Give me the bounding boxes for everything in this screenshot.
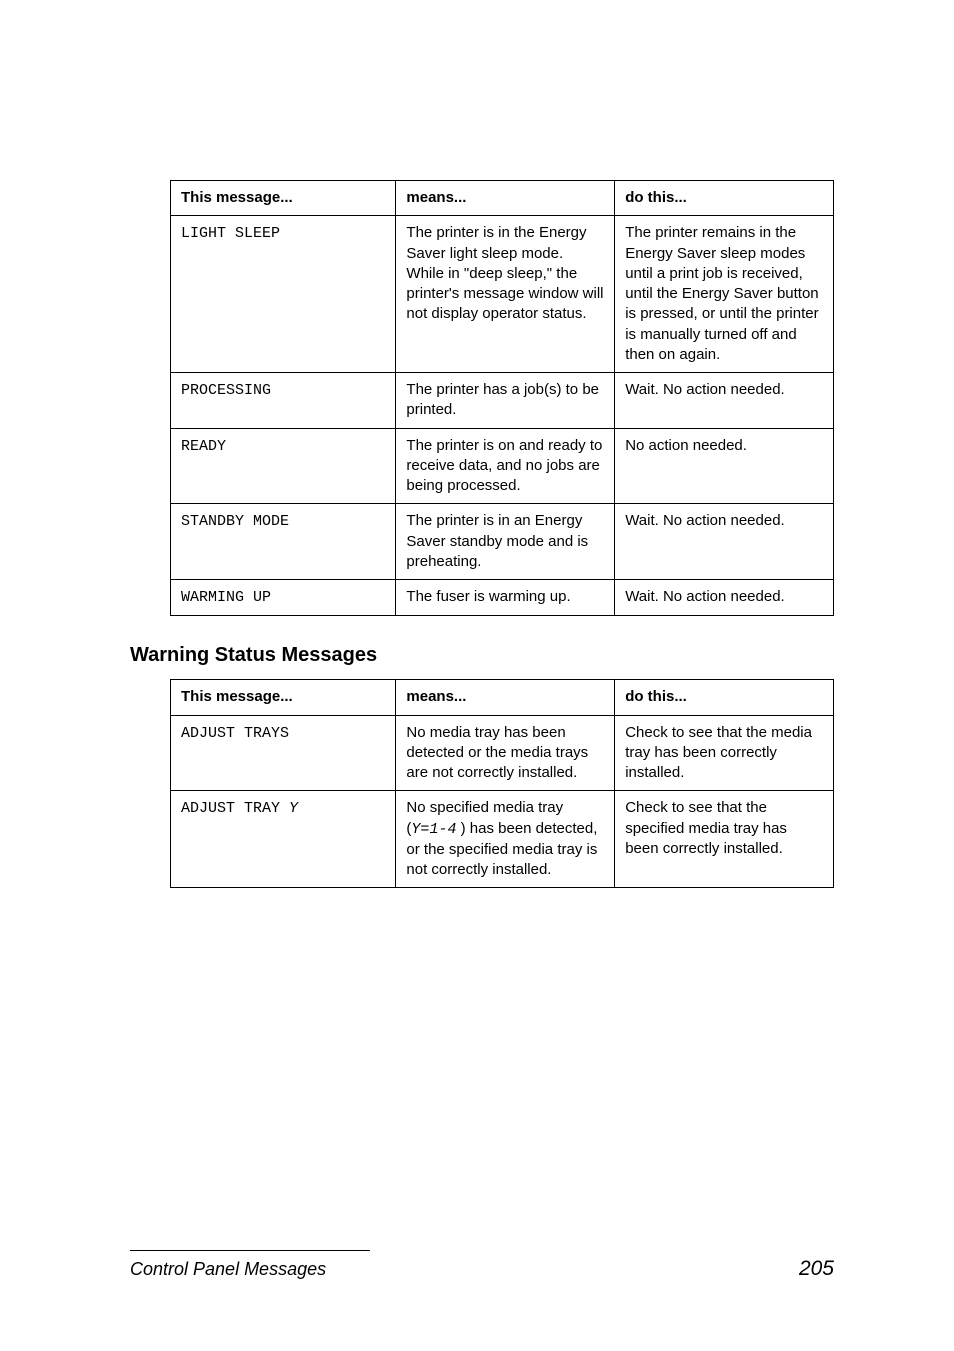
means-cell: The fuser is warming up. bbox=[396, 580, 615, 616]
do-cell: Wait. No action needed. bbox=[615, 504, 834, 580]
page-number: 205 bbox=[799, 1257, 834, 1281]
do-cell: Wait. No action needed. bbox=[615, 580, 834, 616]
col-header-means: means... bbox=[396, 181, 615, 216]
col-header-message: This message... bbox=[171, 680, 396, 715]
do-cell: Check to see that the specified media tr… bbox=[615, 791, 834, 888]
col-header-do: do this... bbox=[615, 181, 834, 216]
table-row: ADJUST TRAYS No media tray has been dete… bbox=[171, 715, 834, 791]
means-cell: The printer is on and ready to receive d… bbox=[396, 428, 615, 504]
footer-title: Control Panel Messages bbox=[130, 1259, 326, 1280]
message-code: STANDBY MODE bbox=[181, 513, 289, 530]
table-row: LIGHT SLEEP The printer is in the Energy… bbox=[171, 216, 834, 373]
means-cell: No media tray has been detected or the m… bbox=[396, 715, 615, 791]
col-header-message: This message... bbox=[171, 181, 396, 216]
warning-messages-table: This message... means... do this... ADJU… bbox=[170, 679, 834, 888]
message-code: PROCESSING bbox=[181, 382, 271, 399]
do-cell: Wait. No action needed. bbox=[615, 373, 834, 429]
col-header-do: do this... bbox=[615, 680, 834, 715]
do-cell: Check to see that the media tray has bee… bbox=[615, 715, 834, 791]
col-header-means: means... bbox=[396, 680, 615, 715]
message-code-prefix: ADJUST TRAY bbox=[181, 800, 289, 817]
page-footer: Control Panel Messages 205 bbox=[130, 1250, 834, 1281]
means-cell: The printer is in an Energy Saver standb… bbox=[396, 504, 615, 580]
message-code: ADJUST TRAYS bbox=[181, 725, 289, 742]
table-row: ADJUST TRAY Y No specified media tray (Y… bbox=[171, 791, 834, 888]
message-code-var: Y bbox=[289, 800, 298, 817]
section-heading: Warning Status Messages bbox=[130, 644, 834, 667]
message-code: READY bbox=[181, 438, 226, 455]
means-cell: The printer has a job(s) to be printed. bbox=[396, 373, 615, 429]
table-row: STANDBY MODE The printer is in an Energy… bbox=[171, 504, 834, 580]
means-cell: The printer is in the Energy Saver light… bbox=[396, 216, 615, 373]
message-code: LIGHT SLEEP bbox=[181, 225, 280, 242]
message-code: WARMING UP bbox=[181, 589, 271, 606]
means-var2: 1-4 bbox=[429, 821, 456, 838]
table-row: READY The printer is on and ready to rec… bbox=[171, 428, 834, 504]
status-messages-table: This message... means... do this... LIGH… bbox=[170, 180, 834, 616]
table-row: PROCESSING The printer has a job(s) to b… bbox=[171, 373, 834, 429]
table-row: WARMING UP The fuser is warming up. Wait… bbox=[171, 580, 834, 616]
do-cell: The printer remains in the Energy Saver … bbox=[615, 216, 834, 373]
do-cell: No action needed. bbox=[615, 428, 834, 504]
footer-rule bbox=[130, 1250, 370, 1251]
means-cell: No specified media tray (Y=1-4 ) has bee… bbox=[396, 791, 615, 888]
